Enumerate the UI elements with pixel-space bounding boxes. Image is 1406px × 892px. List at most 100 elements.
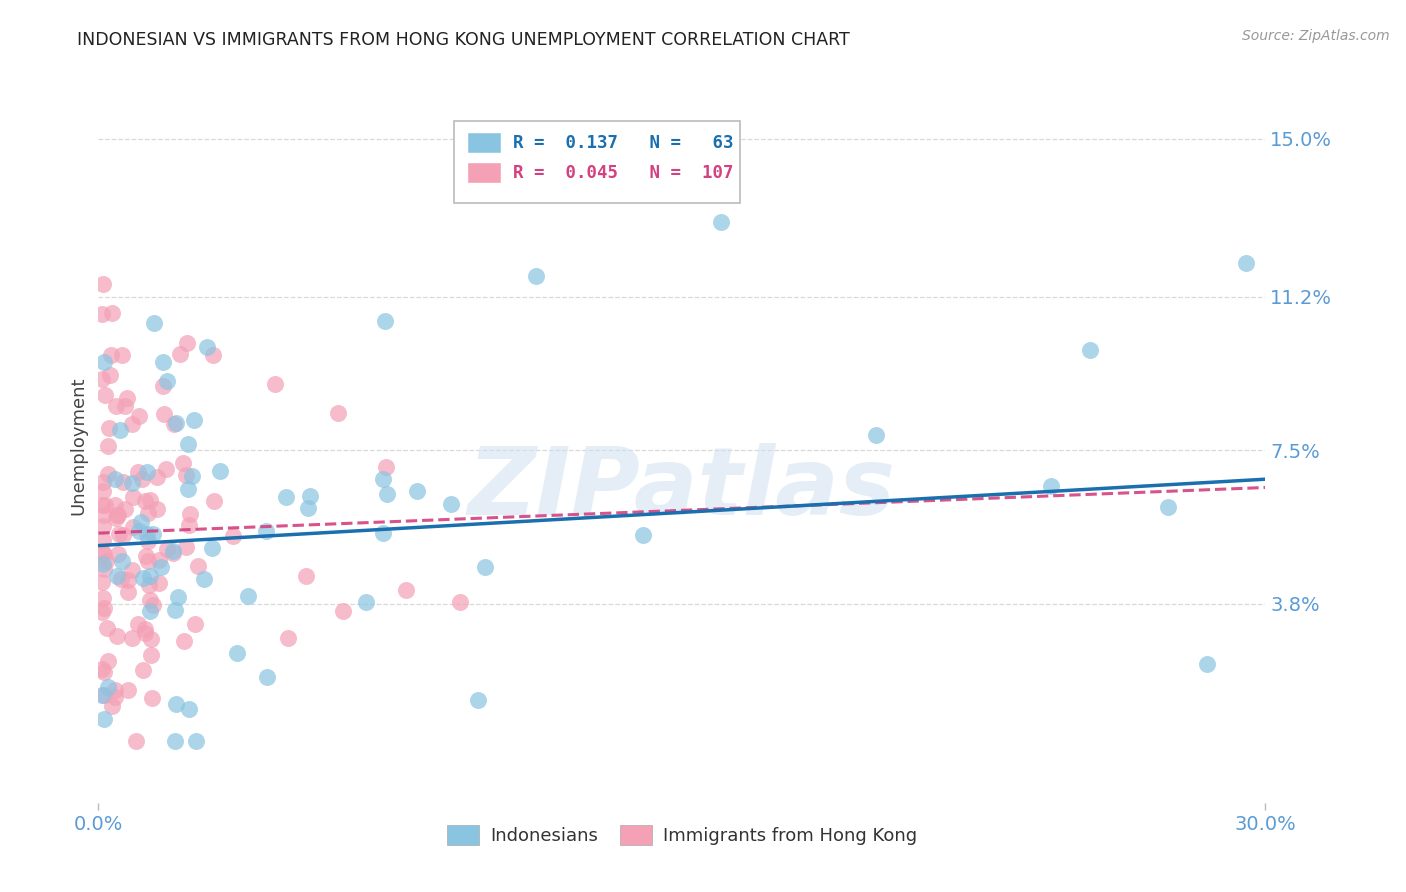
Point bbox=[122, 490, 145, 504]
Point bbox=[127, 616, 149, 631]
Point bbox=[328, 406, 350, 420]
Point bbox=[93, 601, 115, 615]
Point bbox=[254, 524, 277, 539]
Point bbox=[91, 533, 114, 548]
Point bbox=[104, 498, 127, 512]
Point bbox=[91, 606, 114, 620]
Point bbox=[139, 592, 162, 607]
Point bbox=[165, 697, 187, 711]
Point bbox=[93, 562, 115, 576]
Point bbox=[91, 307, 114, 321]
Point bbox=[132, 663, 155, 677]
Point bbox=[115, 391, 138, 405]
Point bbox=[117, 573, 139, 587]
Legend: Indonesians, Immigrants from Hong Kong: Indonesians, Immigrants from Hong Kong bbox=[440, 818, 924, 852]
Point bbox=[91, 277, 114, 292]
Point bbox=[256, 670, 278, 684]
Point bbox=[105, 629, 128, 643]
Point bbox=[91, 545, 114, 559]
Point bbox=[121, 563, 143, 577]
Point bbox=[173, 633, 195, 648]
Point bbox=[179, 507, 201, 521]
Point bbox=[405, 483, 427, 498]
Point bbox=[134, 625, 156, 640]
Point bbox=[162, 546, 184, 560]
Point bbox=[184, 733, 207, 747]
Text: Source: ZipAtlas.com: Source: ZipAtlas.com bbox=[1241, 29, 1389, 43]
Point bbox=[105, 511, 128, 525]
Point bbox=[277, 632, 299, 646]
Point bbox=[134, 493, 156, 508]
Point bbox=[121, 475, 143, 490]
Point bbox=[114, 399, 136, 413]
Point bbox=[136, 465, 159, 479]
Point bbox=[193, 572, 215, 586]
Point bbox=[145, 502, 167, 516]
Point bbox=[143, 316, 166, 330]
Point bbox=[93, 665, 115, 679]
Point bbox=[136, 534, 159, 549]
Point bbox=[1040, 479, 1063, 493]
Point bbox=[104, 683, 127, 698]
Point bbox=[111, 528, 134, 542]
Point bbox=[1157, 500, 1180, 514]
Point bbox=[93, 688, 115, 702]
Point bbox=[128, 409, 150, 423]
Point bbox=[394, 583, 416, 598]
Point bbox=[1195, 657, 1218, 671]
Point bbox=[165, 417, 187, 431]
Point bbox=[201, 541, 224, 555]
Point bbox=[104, 399, 127, 413]
Point bbox=[209, 464, 232, 478]
Point bbox=[142, 526, 165, 541]
FancyBboxPatch shape bbox=[454, 121, 741, 203]
Point bbox=[152, 378, 174, 392]
Point bbox=[165, 603, 187, 617]
Point bbox=[156, 374, 179, 388]
Point bbox=[177, 437, 200, 451]
Point bbox=[183, 413, 205, 427]
Point bbox=[136, 506, 159, 520]
Point bbox=[122, 519, 145, 533]
Y-axis label: Unemployment: Unemployment bbox=[69, 376, 87, 516]
Point bbox=[105, 508, 128, 523]
Point bbox=[107, 547, 129, 561]
Point bbox=[93, 354, 115, 368]
Point bbox=[136, 554, 159, 568]
Point bbox=[172, 456, 194, 470]
Bar bbox=[468, 162, 501, 183]
Point bbox=[152, 355, 174, 369]
Point bbox=[93, 712, 115, 726]
Point bbox=[104, 690, 127, 704]
Point bbox=[100, 348, 122, 362]
Point bbox=[710, 215, 733, 229]
Point bbox=[155, 461, 177, 475]
Point bbox=[374, 313, 396, 327]
Point bbox=[371, 472, 394, 486]
Point bbox=[117, 585, 139, 599]
Point bbox=[187, 558, 209, 573]
Point bbox=[91, 372, 114, 386]
Point bbox=[374, 460, 396, 475]
Point bbox=[97, 680, 120, 694]
Point bbox=[152, 407, 174, 421]
Point bbox=[238, 590, 260, 604]
Point bbox=[105, 569, 128, 583]
Point bbox=[135, 549, 157, 563]
Point bbox=[174, 468, 197, 483]
Point bbox=[97, 467, 120, 482]
Point bbox=[467, 693, 489, 707]
Point bbox=[524, 269, 547, 284]
Point bbox=[221, 529, 243, 543]
Point bbox=[148, 576, 170, 591]
Point bbox=[91, 662, 114, 676]
Point bbox=[1234, 256, 1257, 270]
Point bbox=[97, 654, 120, 668]
Point bbox=[139, 604, 162, 618]
Point bbox=[112, 475, 135, 489]
Point bbox=[141, 648, 163, 662]
Point bbox=[141, 691, 163, 706]
Text: R =  0.137   N =   63: R = 0.137 N = 63 bbox=[513, 134, 733, 152]
Point bbox=[138, 577, 160, 591]
Bar bbox=[468, 133, 501, 153]
